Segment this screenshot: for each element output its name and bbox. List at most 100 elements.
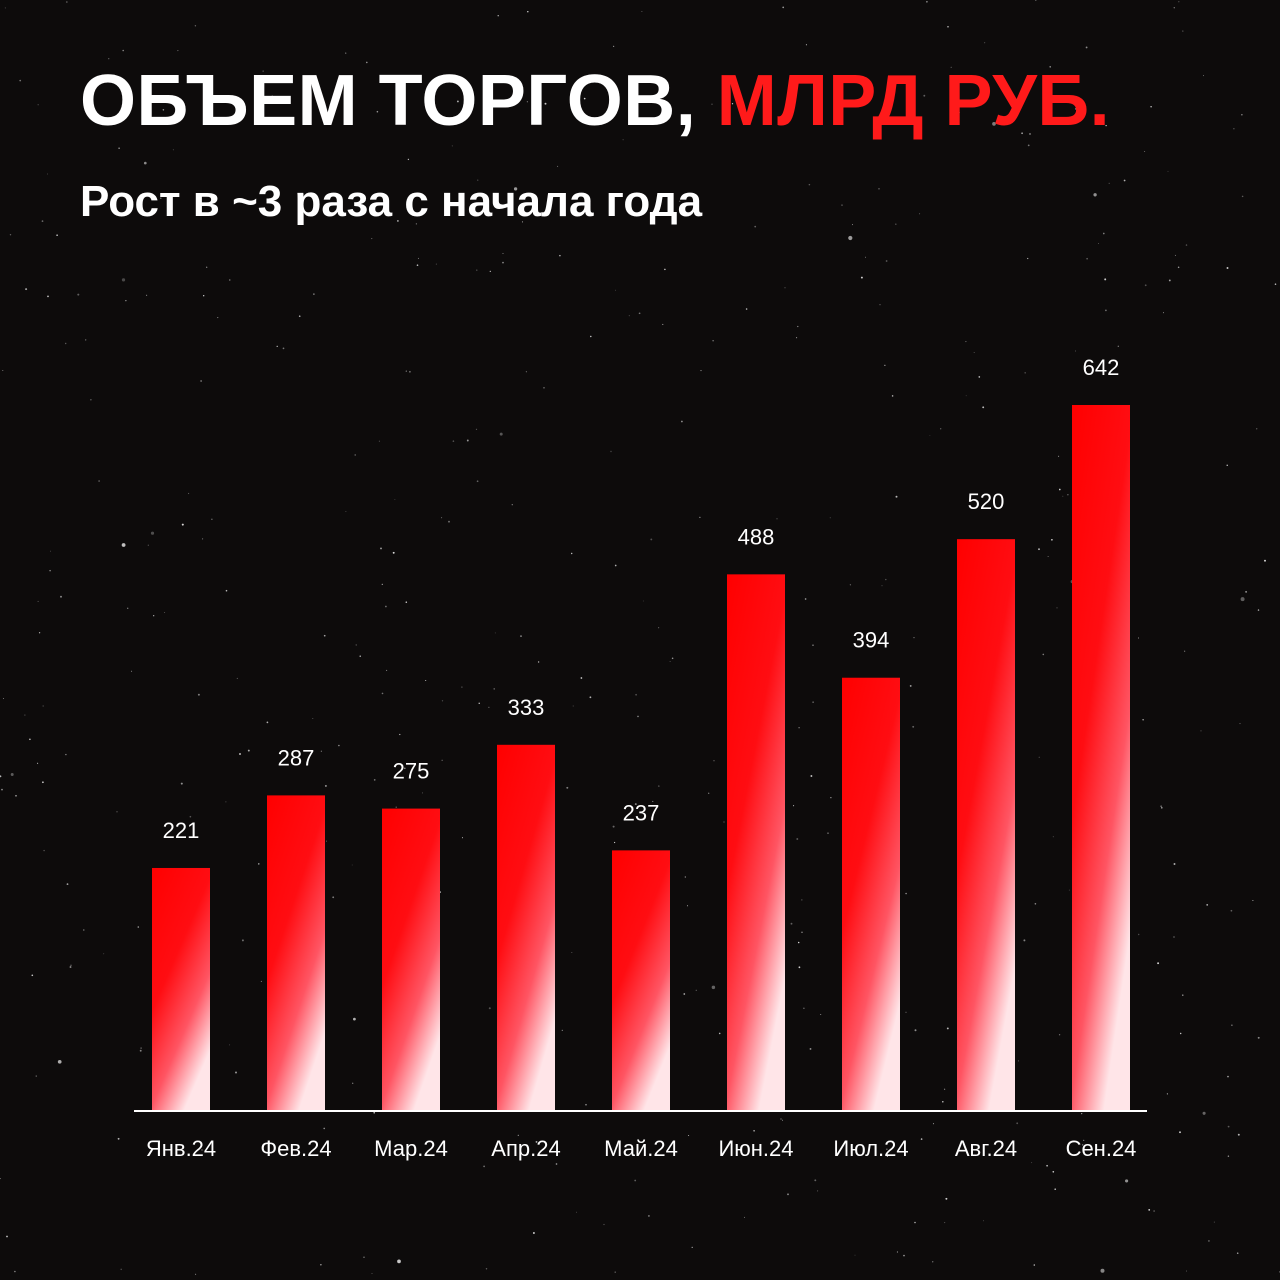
star-dot	[236, 677, 238, 679]
star-dot	[1173, 7, 1175, 9]
star-dot	[14, 1270, 16, 1273]
star-dot	[944, 1222, 946, 1224]
star-dot	[678, 200, 681, 203]
star-dot	[206, 266, 208, 268]
star-dot	[942, 1100, 944, 1103]
star-dot	[683, 993, 686, 995]
star-dot	[1184, 650, 1186, 652]
star-dot	[652, 800, 654, 802]
star-dot	[798, 727, 800, 729]
star-dot	[570, 552, 573, 555]
star-dot	[603, 1223, 605, 1226]
star-dot	[521, 221, 524, 223]
star-dot	[416, 264, 419, 267]
star-dot	[912, 725, 915, 728]
bar	[727, 574, 785, 1111]
star-dot	[576, 1211, 578, 1213]
star-dot	[886, 1155, 888, 1157]
star-dot	[691, 1246, 693, 1249]
star-dot	[713, 760, 715, 762]
star-dot	[4, 7, 6, 9]
star-dot	[628, 315, 630, 317]
star-dot	[527, 10, 529, 13]
star-dot	[1207, 1239, 1210, 1242]
star-dot	[241, 939, 244, 942]
star-dot	[229, 279, 231, 281]
star-dot	[1021, 132, 1023, 135]
star-dot	[958, 111, 960, 114]
bar-value-label: 237	[623, 800, 660, 825]
star-dot	[793, 805, 795, 807]
star-dot	[776, 518, 778, 520]
star-dot	[404, 767, 406, 770]
star-dot	[820, 1013, 822, 1016]
star-dot	[1052, 836, 1054, 838]
star-dot	[787, 1193, 789, 1196]
star-dot	[118, 147, 120, 150]
star-dot	[1257, 609, 1260, 611]
star-dot	[913, 637, 915, 639]
star-dot	[415, 223, 418, 225]
star-dot	[371, 1272, 373, 1274]
star-dot	[932, 1261, 934, 1263]
star-dot	[708, 792, 710, 794]
star-dot	[435, 263, 437, 265]
x-tick-label: Янв.24	[146, 1136, 216, 1161]
star-dot	[884, 364, 886, 366]
star-dot	[0, 1178, 1, 1180]
star-dot	[973, 351, 975, 354]
star-dot	[177, 50, 179, 52]
bar	[1072, 405, 1130, 1111]
x-tick-label: Июл.24	[833, 1136, 908, 1161]
bar-value-label: 488	[738, 524, 775, 549]
star-dot	[108, 58, 110, 60]
star-dot	[688, 1134, 690, 1137]
star-dot	[90, 399, 92, 401]
star-dot	[809, 1047, 812, 1050]
star-dot	[797, 941, 800, 944]
star-dot	[790, 922, 793, 925]
star-dot	[15, 795, 17, 797]
star-dot	[669, 661, 671, 662]
star-dot	[830, 797, 832, 799]
bar	[497, 744, 555, 1111]
x-tick-label: Мар.24	[374, 1136, 448, 1161]
x-tick-label: Авг.24	[955, 1136, 1017, 1161]
star-dot	[371, 238, 373, 240]
star-dot	[614, 564, 617, 567]
star-dot	[29, 738, 31, 741]
bars-group	[152, 405, 1130, 1111]
star-dot	[83, 929, 85, 931]
star-dot	[1227, 1155, 1230, 1157]
star-dot	[1226, 464, 1228, 466]
star-dot	[380, 547, 382, 550]
bar	[152, 867, 210, 1111]
star-dot	[1257, 1036, 1260, 1039]
star-dot	[409, 370, 411, 373]
star-dot	[965, 395, 967, 397]
star-dot	[127, 607, 129, 609]
star-dot	[37, 600, 39, 602]
star-dot	[537, 661, 540, 663]
star-dot	[312, 718, 314, 719]
star-dot	[1157, 962, 1160, 965]
star-dot	[519, 195, 522, 198]
star-dot	[808, 183, 811, 186]
star-dot	[1068, 889, 1070, 891]
star-dot	[635, 693, 637, 696]
star-dot	[1042, 653, 1045, 656]
star-dot	[634, 803, 637, 806]
star-dot	[1241, 114, 1243, 116]
star-dot	[1227, 1075, 1229, 1078]
star-dot	[461, 686, 463, 688]
star-dot	[1178, 1, 1180, 3]
star-dot	[1137, 637, 1140, 639]
star-dot	[1034, 902, 1037, 905]
star-dot	[116, 811, 118, 813]
star-dot	[827, 832, 829, 834]
star-dot	[150, 531, 155, 535]
star-dot	[1226, 267, 1229, 269]
star-dot	[1100, 1268, 1105, 1273]
star-dot	[1142, 719, 1144, 721]
star-dot	[1241, 195, 1244, 198]
